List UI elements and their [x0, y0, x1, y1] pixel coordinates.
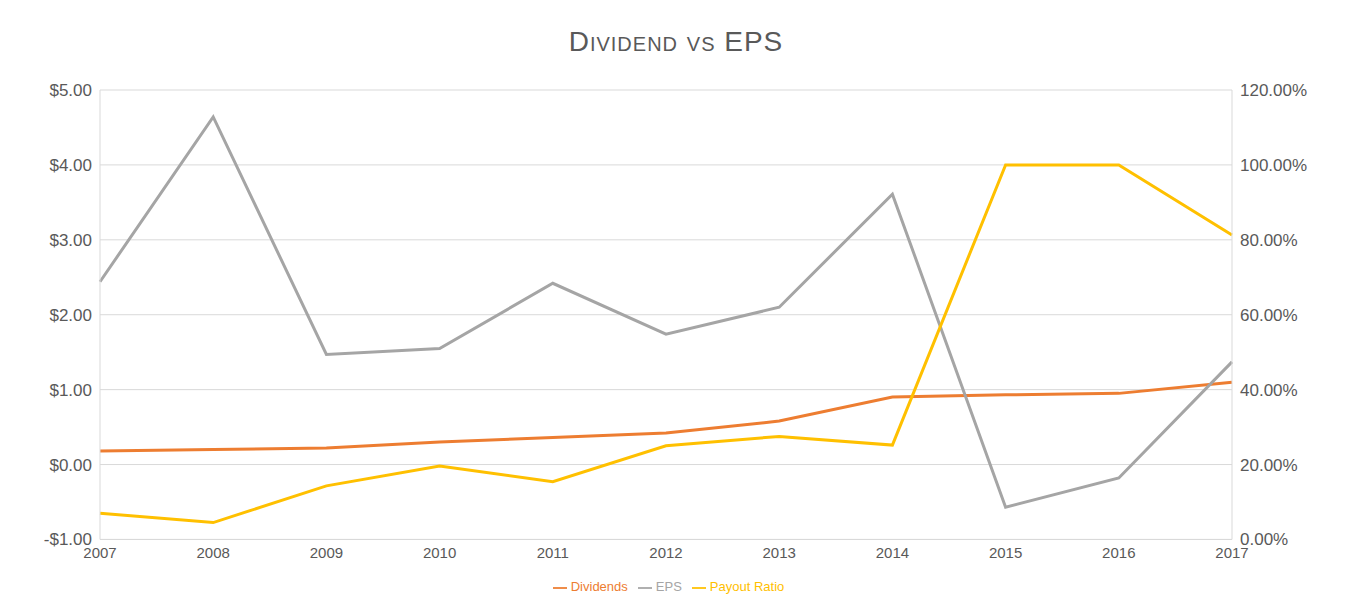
- html-text:EPS: EPS: [655, 579, 682, 595]
- html-text:Dividend vs EPS: Dividend vs EPS: [568, 26, 784, 57]
- svg-text:2007: 2007: [83, 544, 117, 562]
- svg-text:2014: 2014: [876, 544, 909, 561]
- svg-text:80.00%: 80.00%: [1240, 231, 1298, 250]
- svg-text:2015: 2015: [989, 544, 1022, 561]
- html-text:Dividends: Dividends: [570, 579, 628, 595]
- svg-text:$4.00: $4.00: [49, 156, 92, 175]
- svg-text:40.00%: 40.00%: [1240, 381, 1298, 400]
- html-text:Payout Ratio: Payout Ratio: [709, 579, 785, 595]
- svg-text:120.00%: 120.00%: [1240, 81, 1307, 100]
- svg-text:2011: 2011: [537, 544, 569, 561]
- svg-text:60.00%: 60.00%: [1240, 306, 1298, 325]
- svg-text:20.00%: 20.00%: [1240, 456, 1298, 475]
- svg-text:2012: 2012: [649, 544, 682, 561]
- svg-text:0.00%: 0.00%: [1240, 530, 1288, 549]
- svg-text:2010: 2010: [423, 544, 456, 561]
- svg-text:$3.00: $3.00: [49, 231, 92, 250]
- svg-text:$1.00: $1.00: [49, 381, 92, 400]
- svg-text:$5.00: $5.00: [49, 81, 92, 100]
- svg-text:-$1.00: -$1.00: [44, 530, 92, 549]
- svg-text:2008: 2008: [197, 544, 230, 561]
- svg-text:$0.00: $0.00: [49, 456, 92, 475]
- svg-text:2017: 2017: [1215, 544, 1249, 562]
- svg-text:2016: 2016: [1102, 544, 1135, 561]
- svg-text:$2.00: $2.00: [49, 306, 92, 325]
- svg-text:2013: 2013: [763, 544, 796, 561]
- svg-text:2009: 2009: [310, 544, 343, 561]
- svg-text:100.00%: 100.00%: [1240, 156, 1307, 175]
